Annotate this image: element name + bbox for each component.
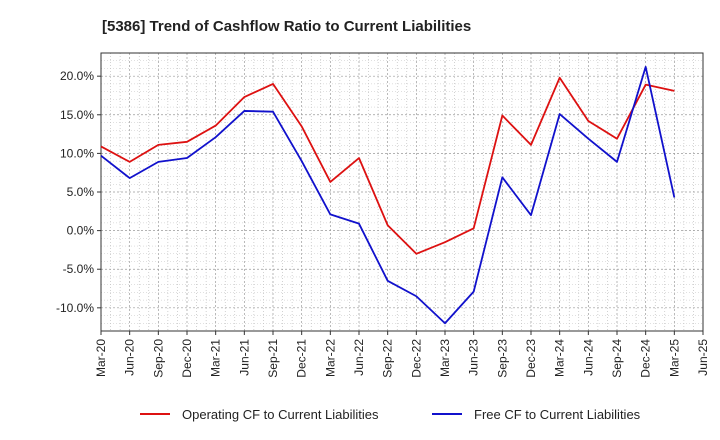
x-tick-label: Sep-21 [266,339,280,378]
series-lines [100,66,676,325]
x-tick-label: Sep-22 [381,339,395,378]
y-axis: -10.0% -5.0% 0.0% 5.0% 10.0% 15.0% 20.0% [56,69,101,315]
x-tick-label: Mar-23 [438,339,452,377]
x-tick-label: Mar-25 [667,339,681,377]
legend-label-1: Operating CF to Current Liabilities [182,407,379,422]
x-tick-label: Jun-20 [123,339,137,376]
y-tick-label: 15.0% [60,108,94,122]
y-tick-label: -5.0% [63,262,95,276]
x-tick-label: Jun-22 [352,339,366,376]
x-tick-label: Jun-25 [696,339,710,376]
x-axis: Mar-20 Jun-20 Sep-20 Dec-20 Mar-21 Jun-21 Sep-… [94,331,710,378]
x-tick-label: Sep-24 [610,339,624,378]
legend-label-2: Free CF to Current Liabilities [474,407,641,422]
grid [100,52,704,332]
x-tick-label: Dec-20 [180,339,194,378]
x-tick-label: Jun-21 [237,339,251,376]
series-line-1 [100,76,675,255]
x-tick-label: Mar-22 [323,339,337,377]
y-tick-label: -10.0% [56,301,94,315]
x-tick-label: Dec-24 [639,339,653,378]
x-tick-label: Jun-23 [467,339,481,376]
y-tick-label: 20.0% [60,69,94,83]
x-tick-label: Mar-21 [209,339,223,377]
x-tick-label: Jun-24 [581,339,595,376]
y-tick-label: 5.0% [67,185,95,199]
x-tick-label: Sep-23 [495,339,509,378]
x-tick-label: Mar-24 [553,339,567,377]
series-line-2 [100,66,676,325]
x-tick-label: Dec-22 [409,339,423,378]
y-tick-label: 0.0% [67,224,95,238]
chart-title: [5386] Trend of Cashflow Ratio to Curren… [102,18,471,35]
legend: Operating CF to Current Liabilities Free … [140,407,641,422]
x-tick-label: Dec-21 [295,339,309,378]
x-tick-label: Sep-20 [151,339,165,378]
x-tick-label: Mar-20 [94,339,108,377]
y-tick-label: 10.0% [60,146,94,160]
x-tick-label: Dec-23 [524,339,538,378]
